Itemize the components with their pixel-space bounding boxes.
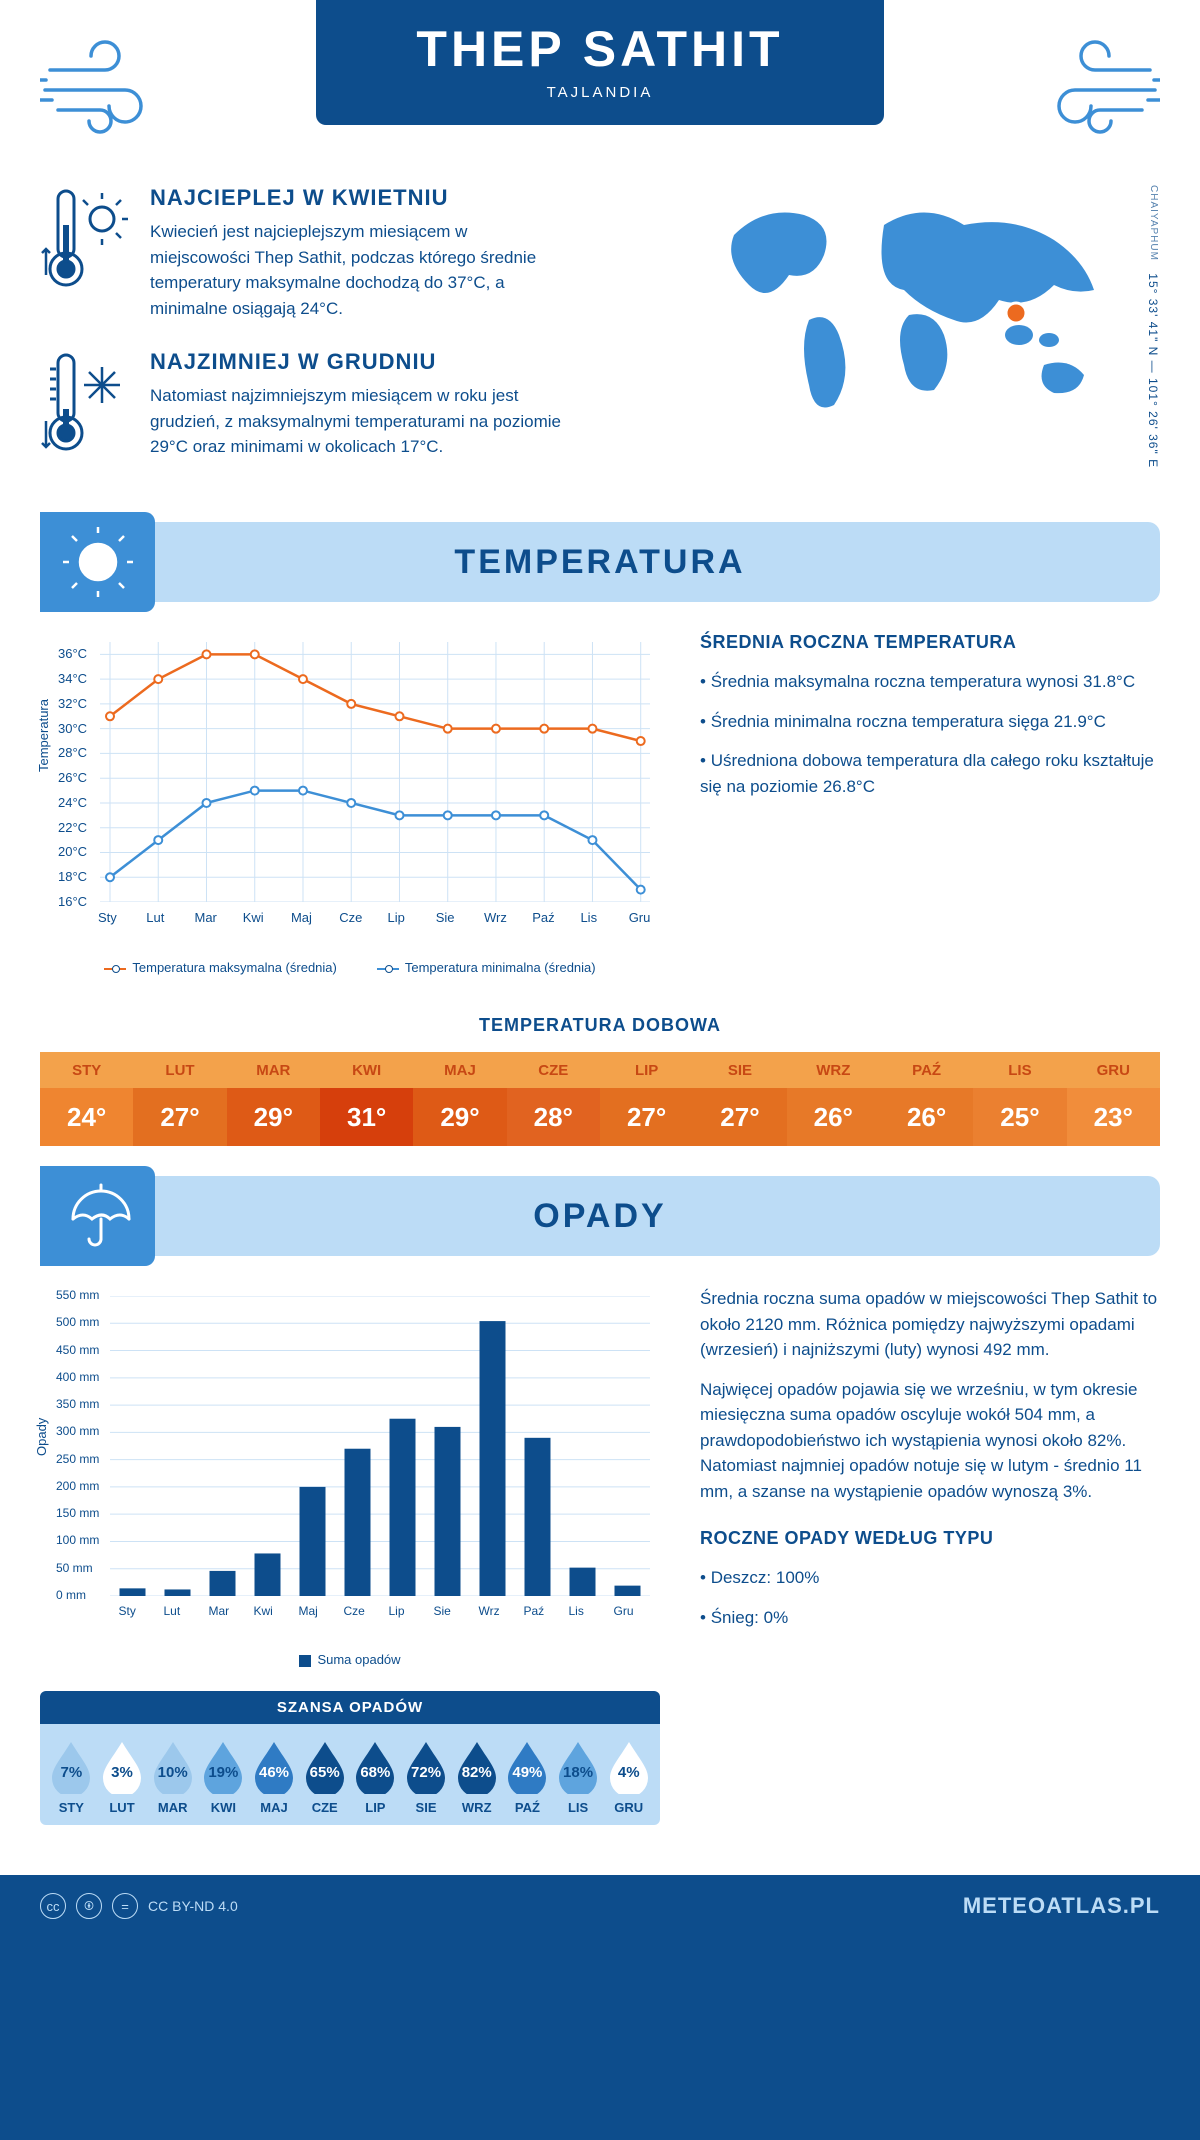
precip-chance-cell: 3%LUT (97, 1738, 148, 1815)
daily-temp-cell: STY24° (40, 1052, 133, 1146)
title-banner: THEP SATHIT TAJLANDIA (316, 0, 883, 125)
daily-temp-cell: LIS25° (973, 1052, 1066, 1146)
precip-chart-legend: Suma opadów (40, 1652, 660, 1667)
coldest-block: NAJZIMNIEJ W GRUDNIU Natomiast najzimnie… (40, 349, 684, 464)
daily-temp-cell: MAJ29° (413, 1052, 506, 1146)
sun-icon (40, 512, 155, 612)
precip-chance-cell: 65%CZE (299, 1738, 350, 1815)
thermometer-hot-icon (40, 185, 130, 321)
page-title: THEP SATHIT (416, 20, 783, 78)
precip-bar-chart: Opady 0 mm50 mm100 mm150 mm200 mm250 mm3… (40, 1286, 660, 1646)
precip-chance-cell: 10%MAR (147, 1738, 198, 1815)
world-map (714, 185, 1134, 430)
daily-temp-cell: PAŹ26° (880, 1052, 973, 1146)
header: THEP SATHIT TAJLANDIA (40, 30, 1160, 155)
precip-chance-cell: 82%WRZ (451, 1738, 502, 1815)
license-text: CC BY-ND 4.0 (148, 1898, 238, 1914)
precip-chance-cell: 46%MAJ (249, 1738, 300, 1815)
cc-icon: cc (40, 1893, 66, 1919)
daily-temp-title: TEMPERATURA DOBOWA (40, 1015, 1160, 1036)
precip-summary: Średnia roczna suma opadów w miejscowośc… (700, 1286, 1160, 1825)
wind-icon-right (1020, 30, 1160, 155)
summary-point: Uśredniona dobowa temperatura dla całego… (700, 748, 1160, 799)
precip-chance-cell: 7%STY (46, 1738, 97, 1815)
daily-temp-cell: WRZ26° (787, 1052, 880, 1146)
daily-temp-cell: LUT27° (133, 1052, 226, 1146)
daily-temp-table: STY24°LUT27°MAR29°KWI31°MAJ29°CZE28°LIP2… (40, 1052, 1160, 1146)
precip-section-header: OPADY (40, 1176, 1160, 1256)
hottest-block: NAJCIEPLEJ W KWIETNIU Kwiecień jest najc… (40, 185, 684, 321)
precip-chance-cell: 72%SIE (401, 1738, 452, 1815)
precip-chance-cell: 19%KWI (198, 1738, 249, 1815)
daily-temp-cell: MAR29° (227, 1052, 320, 1146)
daily-temp-cell: CZE28° (507, 1052, 600, 1146)
footer-site: METEOATLAS.PL (963, 1893, 1160, 1919)
thermometer-cold-icon (40, 349, 130, 464)
cc-nd-icon: = (112, 1893, 138, 1919)
temperature-chart-legend: Temperatura maksymalna (średnia)Temperat… (40, 960, 660, 975)
precip-type: Śnieg: 0% (700, 1605, 1160, 1631)
precip-chance-box: SZANSA OPADÓW 7%STY3%LUT10%MAR19%KWI46%M… (40, 1691, 660, 1825)
precip-type: Deszcz: 100% (700, 1565, 1160, 1591)
coldest-title: NAJZIMNIEJ W GRUDNIU (150, 349, 570, 375)
coldest-text: Natomiast najzimniejszym miesiącem w rok… (150, 383, 570, 460)
temperature-section-header: TEMPERATURA (40, 522, 1160, 602)
precip-chance-cell: 18%LIS (553, 1738, 604, 1815)
coordinates: CHAIYAPHUM 15° 33' 41" N — 101° 26' 36" … (1146, 185, 1160, 468)
daily-temp-cell: GRU23° (1067, 1052, 1160, 1146)
precip-chance-cell: 4%GRU (603, 1738, 654, 1815)
cc-by-icon: 🅯 (76, 1893, 102, 1919)
umbrella-icon (40, 1166, 155, 1266)
page-subtitle: TAJLANDIA (416, 84, 783, 101)
precip-chance-cell: 49%PAŹ (502, 1738, 553, 1815)
daily-temp-cell: KWI31° (320, 1052, 413, 1146)
precip-chance-cell: 68%LIP (350, 1738, 401, 1815)
wind-icon-left (40, 30, 180, 155)
summary-point: Średnia maksymalna roczna temperatura wy… (700, 669, 1160, 695)
footer: cc 🅯 = CC BY-ND 4.0 METEOATLAS.PL (0, 1875, 1200, 1937)
daily-temp-cell: SIE27° (693, 1052, 786, 1146)
temperature-line-chart: Temperatura 16°C18°C20°C22°C24°C26°C28°C… (40, 632, 660, 952)
temperature-summary: ŚREDNIA ROCZNA TEMPERATURA Średnia maksy… (700, 632, 1160, 975)
hottest-text: Kwiecień jest najcieplejszym miesiącem w… (150, 219, 570, 321)
summary-point: Średnia minimalna roczna temperatura się… (700, 709, 1160, 735)
hottest-title: NAJCIEPLEJ W KWIETNIU (150, 185, 570, 211)
daily-temp-cell: LIP27° (600, 1052, 693, 1146)
